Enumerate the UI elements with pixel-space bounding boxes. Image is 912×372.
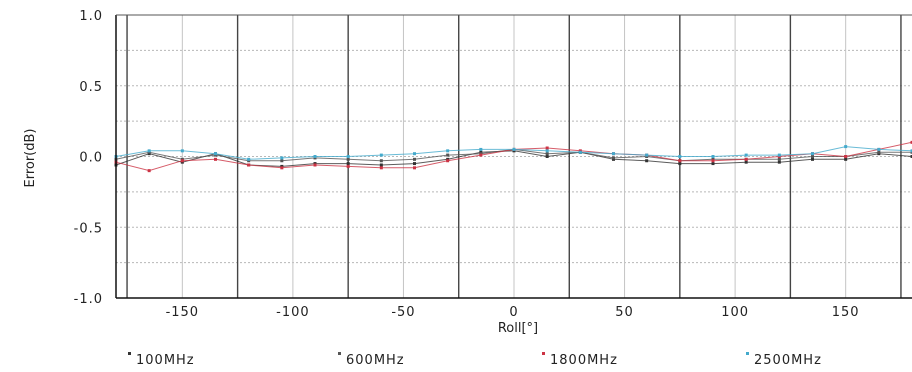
data-point-2500mhz <box>744 153 748 157</box>
data-point-1800mhz <box>147 169 151 173</box>
data-point-100mhz <box>777 160 781 164</box>
data-point-100mhz <box>545 155 549 158</box>
y-axis-title: Error(dB) <box>23 128 38 187</box>
data-point-100mhz <box>811 157 814 161</box>
data-point-600mhz <box>280 159 284 163</box>
data-point-2500mhz <box>147 149 151 153</box>
data-point-1800mhz <box>545 146 549 150</box>
legend-label-2500mhz: 2500MHz <box>754 353 822 368</box>
data-point-1800mhz <box>910 140 912 144</box>
data-point-2500mhz <box>379 153 383 157</box>
x-axis-title: Roll[°] <box>498 321 538 336</box>
data-point-1800mhz <box>346 164 350 168</box>
plot-frame <box>115 14 912 299</box>
data-point-2500mhz <box>247 157 251 161</box>
legend-marker-100mhz <box>128 352 131 355</box>
data-point-1800mhz <box>247 163 251 167</box>
data-point-2500mhz <box>811 152 814 156</box>
data-point-2500mhz <box>910 149 912 153</box>
data-point-100mhz <box>346 162 350 166</box>
data-point-1800mhz <box>180 159 184 163</box>
y-tick-label: -1.0 <box>74 292 103 307</box>
y-tick-label: 0.0 <box>79 151 103 166</box>
data-point-2500mhz <box>777 153 781 157</box>
data-point-1800mhz <box>446 159 450 163</box>
legend: 100MHz 600MHz 1800MHz 2500MHz <box>128 352 822 368</box>
data-point-600mhz <box>346 157 350 161</box>
x-tick-label: -100 <box>276 305 310 320</box>
series-layer <box>114 140 912 173</box>
data-point-100mhz <box>910 155 912 158</box>
legend-label-600mhz: 600MHz <box>346 353 405 368</box>
data-point-2500mhz <box>612 152 615 156</box>
data-point-2500mhz <box>180 149 184 153</box>
legend-marker-2500mhz <box>746 352 749 355</box>
data-point-1800mhz <box>711 159 715 163</box>
data-point-2500mhz <box>446 149 450 153</box>
y-tick-labels: 1.0 0.5 0.0 -0.5 -1.0 <box>74 9 103 307</box>
data-point-100mhz <box>678 162 682 166</box>
data-point-2500mhz <box>877 147 881 151</box>
data-point-2500mhz <box>578 150 582 154</box>
data-point-1800mhz <box>413 166 416 170</box>
data-point-2500mhz <box>313 155 317 158</box>
data-point-600mhz <box>545 152 549 156</box>
data-point-100mhz <box>744 160 748 164</box>
legend-marker-1800mhz <box>542 352 545 355</box>
data-point-600mhz <box>413 157 416 161</box>
legend-marker-600mhz <box>338 352 341 355</box>
data-point-2500mhz <box>678 155 682 158</box>
data-point-600mhz <box>612 156 615 160</box>
x-tick-label: 100 <box>721 305 749 320</box>
data-point-600mhz <box>811 155 814 158</box>
data-point-100mhz <box>645 159 649 163</box>
data-point-2500mhz <box>711 155 715 158</box>
data-point-100mhz <box>711 162 715 166</box>
data-point-1800mhz <box>479 153 483 157</box>
data-point-1800mhz <box>280 166 284 170</box>
data-point-2500mhz <box>346 155 350 158</box>
data-point-2500mhz <box>280 156 284 160</box>
data-point-600mhz <box>777 157 781 161</box>
data-point-100mhz <box>413 162 416 166</box>
data-point-1800mhz <box>744 157 748 161</box>
x-tick-label: -150 <box>166 305 200 320</box>
legend-label-1800mhz: 1800MHz <box>550 353 618 368</box>
data-point-1800mhz <box>678 159 682 163</box>
x-tick-label: 0 <box>509 305 518 320</box>
data-point-2500mhz <box>512 147 516 151</box>
data-point-1800mhz <box>214 157 217 161</box>
data-point-600mhz <box>379 159 383 163</box>
y-tick-label: 0.5 <box>79 80 103 95</box>
legend-label-100mhz: 100MHz <box>136 353 195 368</box>
data-point-2500mhz <box>844 145 848 149</box>
data-point-600mhz <box>446 153 450 157</box>
x-tick-labels: -150 -100 -50 0 50 100 150 <box>166 305 860 320</box>
data-point-600mhz <box>877 150 881 154</box>
y-tick-label: 1.0 <box>79 9 103 24</box>
data-point-2500mhz <box>214 152 217 156</box>
x-tick-label: -50 <box>391 305 415 320</box>
data-point-2500mhz <box>645 153 649 157</box>
data-point-1800mhz <box>844 155 848 158</box>
data-point-100mhz <box>379 163 383 167</box>
data-point-2500mhz <box>479 147 483 151</box>
data-point-1800mhz <box>379 166 383 170</box>
data-point-2500mhz <box>413 152 416 156</box>
y-tick-label: -0.5 <box>74 221 103 236</box>
data-point-1800mhz <box>313 163 317 167</box>
data-point-2500mhz <box>545 149 549 153</box>
data-point-100mhz <box>844 157 848 161</box>
x-tick-label: 150 <box>832 305 860 320</box>
x-tick-label: 50 <box>615 305 634 320</box>
